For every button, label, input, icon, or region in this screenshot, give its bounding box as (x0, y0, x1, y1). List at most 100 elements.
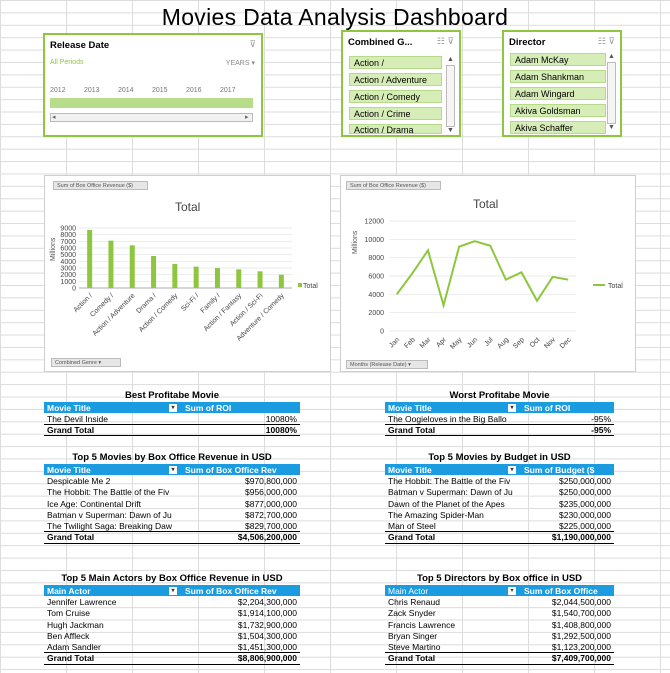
axis-field-button[interactable]: Months (Release Date) ▾ (346, 360, 428, 369)
year-label: 2013 (84, 87, 100, 94)
table-row: Tom Cruise $1,914,100,000 (44, 608, 300, 619)
row-value: $872,700,000 (245, 509, 297, 520)
row-value: $829,700,000 (245, 520, 297, 531)
clear-filter-icon[interactable]: ⊽ (608, 36, 615, 46)
top-budget-title: Top 5 Movies by Budget in USD (428, 452, 571, 463)
timeline-selection-bar[interactable] (50, 98, 253, 108)
x-tick-label: Jun (466, 336, 479, 349)
row-title: Batman v Superman: Dawn of Ju (47, 509, 172, 520)
clear-filter-icon[interactable]: ⊽ (447, 36, 454, 46)
year-label: 2016 (186, 87, 202, 94)
scroll-up-icon[interactable]: ▲ (608, 53, 615, 60)
timeline-scrollbar[interactable] (50, 113, 253, 122)
monthly-revenue-chart[interactable]: Sum of Box Office Revenue ($) Total Mill… (340, 175, 636, 372)
scroll-up-icon[interactable]: ▲ (447, 56, 454, 63)
genre-revenue-chart[interactable]: Sum of Box Office Revenue ($) Total Mill… (44, 175, 331, 372)
period-level-value: YEARS (225, 60, 250, 67)
release-date-timeline[interactable]: Release Date ⊽ All Periods YEARS ▾ 2012 … (43, 33, 263, 137)
col-header[interactable]: Movie Title ▾ (44, 464, 182, 476)
director-item[interactable]: Adam Wingard (510, 87, 606, 100)
value-field-button[interactable]: Sum of Box Office Revenue ($) (53, 181, 148, 190)
director-item[interactable]: Akiva Schaffer (510, 121, 606, 134)
genre-slicer[interactable]: Combined G... ☷ ⊽ Action / Action / Adve… (341, 30, 461, 137)
row-title: Ice Age: Continental Drift (47, 498, 142, 509)
director-slicer[interactable]: Director ☷ ⊽ Adam McKay Adam Shankman Ad… (502, 30, 622, 137)
genre-item[interactable]: Action / Crime (349, 107, 442, 120)
genre-item[interactable]: Action / Drama (349, 124, 442, 135)
row-title: Dawn of the Planet of the Apes (388, 498, 505, 509)
y-tick-label: 5000 (60, 252, 76, 259)
x-tick-label: Mar (419, 336, 433, 350)
y-tick-label: 1000 (60, 279, 76, 286)
genre-scrollbar[interactable] (446, 65, 455, 127)
col-header[interactable]: Main Actor ▾ (385, 585, 521, 597)
col-header[interactable]: Movie Title ▾ (44, 402, 182, 414)
multi-select-icon[interactable]: ☷ (436, 36, 445, 46)
axis-field-button[interactable]: Combined Genre ▾ (51, 358, 121, 367)
director-item[interactable]: Adam McKay (510, 53, 606, 66)
scroll-down-icon[interactable]: ▼ (447, 127, 454, 134)
y-tick-label: 12000 (365, 219, 385, 226)
multi-select-icon[interactable]: ☷ (597, 36, 606, 46)
row-value: 10080% (265, 413, 297, 424)
col-header[interactable]: Movie Title ▾ (385, 402, 521, 414)
scroll-down-icon[interactable]: ▼ (608, 124, 615, 131)
x-tick-label: Nov (543, 336, 557, 350)
grand-total-row: Grand Total $1,190,000,000 (385, 531, 614, 544)
row-title: Ben Affleck (47, 630, 90, 641)
scroll-right-icon[interactable]: ▸ (245, 114, 249, 121)
best-profit-title: Best Profitabe Movie (125, 390, 219, 401)
y-tick-label: 4000 (60, 259, 76, 266)
filter-icon[interactable]: ▾ (508, 586, 516, 595)
row-title: The Hobbit: The Battle of the Fiv (388, 475, 511, 486)
genre-item[interactable]: Action / Adventure (349, 73, 442, 86)
value-field-button[interactable]: Sum of Box Office Revenue ($) (346, 181, 441, 190)
col-header: Sum of Box Office Rev (182, 464, 300, 476)
row-value: $1,914,100,000 (237, 608, 297, 619)
director-item[interactable]: Akiva Goldsman (510, 104, 606, 117)
period-level-dropdown[interactable]: YEARS ▾ (226, 59, 255, 67)
col-header[interactable]: Movie Title ▾ (385, 464, 521, 476)
y-tick-label: 9000 (60, 226, 76, 233)
genre-item[interactable]: Action / Comedy (349, 90, 442, 103)
filter-icon[interactable]: ▾ (508, 465, 516, 474)
row-title: The Amazing Spider-Man (388, 509, 484, 520)
total-label: Grand Total (385, 531, 521, 544)
director-scrollbar[interactable] (607, 62, 616, 124)
row-title: Francis Lawrence (388, 619, 456, 630)
row-title: Despicable Me 2 (47, 475, 111, 486)
total-value: $1,190,000,000 (521, 531, 614, 544)
scroll-left-icon[interactable]: ◂ (52, 114, 56, 121)
filter-icon[interactable]: ▾ (508, 403, 516, 412)
chevron-down-icon: ▾ (251, 60, 255, 67)
year-label: 2017 (220, 87, 236, 94)
table-row: Ice Age: Continental Drift $877,000,000 (44, 498, 300, 509)
col-header[interactable]: Main Actor ▾ (44, 585, 182, 597)
filter-dropdown-icon: ▾ (408, 362, 411, 368)
row-title: Batman v Superman: Dawn of Ju (388, 487, 513, 498)
table-row: Dawn of the Planet of the Apes $235,000,0… (385, 498, 614, 509)
y-tick-label: 4000 (368, 292, 384, 299)
director-item[interactable]: Adam Shankman (510, 70, 606, 83)
y-tick-label: 8000 (60, 232, 76, 239)
y-tick-label: 7000 (60, 239, 76, 246)
table-row: Jennifer Lawrence $2,204,300,000 (44, 596, 300, 607)
y-tick-label: 2000 (60, 272, 76, 279)
genre-slicer-header: Combined G... (348, 37, 413, 48)
bar (151, 256, 157, 288)
chart-title: Total (175, 200, 201, 214)
filter-icon[interactable]: ▾ (169, 465, 177, 474)
total-value: $4,506,200,000 (182, 531, 300, 544)
filter-icon[interactable]: ▾ (169, 403, 177, 412)
filter-dropdown-icon: ▾ (98, 360, 102, 366)
x-tick-label: Dec (559, 336, 573, 350)
filter-icon[interactable]: ▾ (169, 586, 177, 595)
row-value: $225,000,000 (559, 520, 611, 531)
clear-filter-icon[interactable]: ⊽ (249, 39, 256, 49)
timeline-header: Release Date (50, 40, 110, 51)
genre-item[interactable]: Action / (349, 56, 442, 69)
row-value: $250,000,000 (559, 487, 611, 498)
table-row: The Amazing Spider-Man $230,000,000 (385, 509, 614, 520)
row-title: Bryan Singer (388, 630, 438, 641)
row-title: The Devil Inside (47, 413, 108, 424)
